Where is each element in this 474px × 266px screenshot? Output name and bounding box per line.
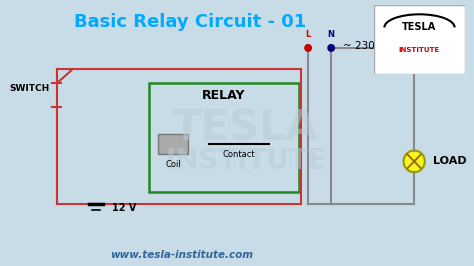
Text: INSTITUTE: INSTITUTE (399, 47, 440, 53)
Text: 12 V: 12 V (112, 203, 137, 213)
Text: RELAY: RELAY (202, 89, 246, 102)
Text: www.tesla-institute.com: www.tesla-institute.com (110, 250, 253, 260)
Text: SWITCH: SWITCH (9, 84, 50, 93)
Text: Coil: Coil (165, 160, 181, 169)
Circle shape (403, 151, 425, 172)
Text: TESLA: TESLA (173, 107, 319, 149)
Circle shape (305, 45, 311, 51)
Text: Contact: Contact (223, 150, 255, 159)
Text: N: N (328, 30, 335, 39)
Text: L: L (306, 30, 311, 39)
Text: ~ 230 V: ~ 230 V (343, 41, 385, 51)
Bar (149, 83, 299, 192)
Bar (158, 134, 188, 154)
Text: LOAD: LOAD (433, 156, 466, 166)
Text: TESLA: TESLA (402, 22, 437, 32)
Text: INSTITUTE: INSTITUTE (165, 147, 327, 175)
Text: Basic Relay Circuit - 01: Basic Relay Circuit - 01 (74, 13, 307, 31)
Circle shape (328, 45, 335, 51)
